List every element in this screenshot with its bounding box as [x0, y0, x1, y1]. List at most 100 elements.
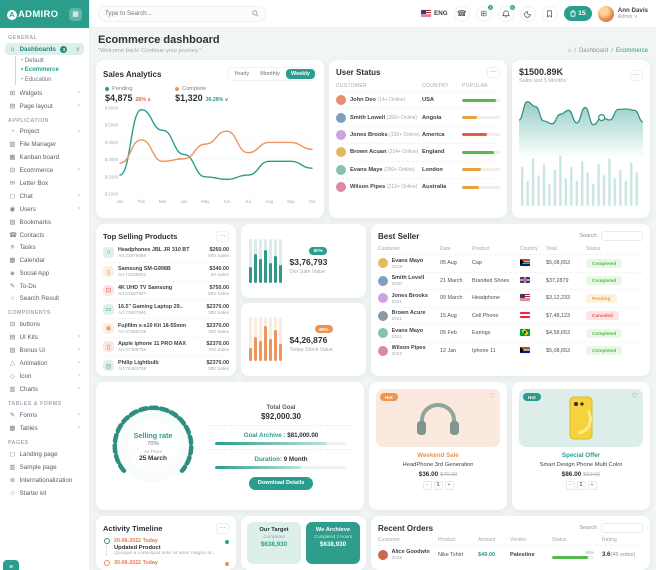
sidebar-item-forms[interactable]: ✎ Forms › — [5, 409, 84, 422]
sidebar-item-label: Tables — [19, 424, 38, 432]
goal-archive-bar — [214, 441, 348, 445]
sidebar-item-chat[interactable]: ◻ Chat › — [5, 190, 84, 203]
tab-yearly[interactable]: Yearly — [233, 71, 250, 77]
sidebar-item-bookmarks[interactable]: ▧ Bookmarks — [5, 216, 84, 229]
breadcrumb-dashboard[interactable]: Dashboard — [578, 48, 609, 54]
sidebar-item-charts[interactable]: ▥ Charts › — [5, 383, 84, 396]
pending-delta: 26% ∧ — [135, 97, 152, 103]
bar-fill — [258, 341, 262, 362]
sidebar-item-sample-page[interactable]: ▥ Sample page — [5, 461, 84, 474]
tab-monthly[interactable]: Monthly — [260, 71, 280, 77]
sidebar-item-icon[interactable]: ◇ Icon › — [5, 370, 84, 383]
sidebar-item-letter-box[interactable]: ✉ Letter Box — [5, 177, 84, 190]
bar-fill — [258, 258, 262, 283]
sidebar-item-bonus-ui[interactable]: ▧ Bonus Ui › — [5, 344, 84, 357]
heart-icon[interactable]: ♡ — [631, 393, 638, 400]
column-header: Customer — [378, 537, 401, 543]
status-bar-fill — [552, 555, 588, 559]
apps-icon[interactable]: ⊞ 3 — [475, 3, 495, 22]
heart-icon[interactable]: ♡ — [488, 393, 495, 400]
product-art: Art.23879088 — [118, 253, 147, 259]
our-target-sub: Completed — [263, 534, 285, 539]
column-header: CUSTOMER — [336, 83, 367, 89]
language-selector[interactable]: ENG — [421, 10, 448, 17]
bookmark-icon[interactable] — [541, 5, 558, 22]
cart-pill[interactable]: 15 — [563, 6, 592, 21]
sidebar-item-animation[interactable]: △ Animation › — [5, 357, 84, 370]
plus-button[interactable]: + — [587, 481, 597, 490]
avatar — [378, 310, 388, 321]
brand-logo[interactable]: A ADMIRO — [7, 9, 58, 20]
sidebar-subitem-ecommerce[interactable]: Ecommerce — [21, 66, 84, 76]
user-status-menu-button[interactable]: ⋯ — [487, 67, 500, 78]
column-header: POPULAR — [462, 83, 488, 89]
moon-icon[interactable] — [519, 5, 536, 22]
download-details-button[interactable]: Download Details — [248, 476, 314, 490]
bar-fill — [268, 339, 272, 362]
sidebar-toggle-icon[interactable]: ▦ — [69, 7, 82, 21]
sidebar-item-label: Social App — [19, 269, 50, 277]
home-icon[interactable]: ⌂ — [567, 48, 572, 54]
contacts-icon: ☎ — [9, 232, 18, 240]
best-seller-search-input[interactable] — [601, 231, 643, 241]
minus-button[interactable]: - — [422, 481, 432, 490]
product-old-price: $60.00 — [583, 471, 601, 478]
sidebar-item-file-manager[interactable]: ▥ File Manager — [5, 138, 84, 151]
svg-text:May: May — [201, 199, 210, 204]
user-menu[interactable]: Ann Davis Admin ∨ — [597, 5, 648, 22]
sidebar-section-label: PAGES — [8, 439, 29, 446]
top-selling-menu-button[interactable]: ⋯ — [216, 231, 229, 242]
us-flag-icon — [421, 10, 432, 17]
bulb-icon: ◎ — [103, 360, 114, 372]
country-cell — [520, 329, 546, 338]
sidebar-item-internationalization[interactable]: ⊕ Internationalization — [5, 474, 84, 487]
sidebar-item-starter-kit[interactable]: ☆ Starter kit — [5, 487, 84, 500]
sidebar-item-calendar[interactable]: ▦ Calendar — [5, 254, 84, 267]
sidebar-item-dashboards[interactable]: ⌂ Dashboards 3 ∨ — [5, 43, 84, 55]
search-result-icon: ○ — [10, 295, 15, 303]
svg-text:$ 6000: $ 6000 — [105, 106, 119, 111]
search-box[interactable] — [98, 5, 266, 22]
phone-icon: ▯ — [103, 266, 114, 278]
chevron-icon: › — [78, 167, 80, 174]
product-info: Headphones JBL JR 310 BT Art.23879088 — [118, 247, 204, 258]
minus-button[interactable]: - — [565, 481, 575, 490]
sidebar-item-landing-page[interactable]: ◻ Landing page — [5, 448, 84, 461]
popular-bar-fill — [462, 150, 495, 154]
sidebar-item-tasks[interactable]: ≡ Tasks — [5, 242, 84, 254]
bell-icon[interactable]: 6 — [497, 3, 517, 22]
sales-5m-menu-button[interactable]: ⋯ — [630, 70, 643, 81]
recent-orders-search-input[interactable] — [601, 523, 643, 533]
bar-track — [253, 238, 257, 283]
country-cell — [520, 346, 546, 356]
sidebar-item-search-result[interactable]: ○ Search Result — [5, 293, 84, 305]
sidebar-subitem-education[interactable]: Education — [21, 75, 84, 85]
activity-menu-button[interactable]: ⋯ — [216, 523, 229, 534]
sidebar-item-page-layout[interactable]: ▤ Page layout › — [5, 100, 84, 113]
phone-icon[interactable]: ☎ — [453, 5, 470, 22]
sidebar-item-label: Bookmarks — [19, 218, 52, 226]
search-input[interactable] — [105, 10, 248, 17]
weekend-sale-label: Weekend Sale — [417, 452, 459, 459]
sidebar-item-buttons[interactable]: ⊟ buttons — [5, 318, 84, 331]
kanban-board-icon: ▦ — [9, 154, 16, 162]
sidebar-item-ui-kits[interactable]: ▤ UI Kits › — [5, 331, 84, 344]
sidebar-item-social-app[interactable]: ◈ Social App — [5, 267, 84, 280]
sidebar-item-kanban-board[interactable]: ▦ Kanban board — [5, 151, 84, 164]
sidebar-item-contacts[interactable]: ☎ Contacts — [5, 229, 84, 242]
plus-button[interactable]: + — [444, 481, 454, 490]
column-header: Total — [546, 246, 557, 252]
sidebar-item-tables[interactable]: ▦ Tables › — [5, 422, 84, 435]
bar-fill — [273, 256, 277, 283]
sidebar-item-ecommerce[interactable]: ⊟ Ecommerce › — [5, 164, 84, 177]
sidebar-pinned-button[interactable]: ≡ — [3, 560, 19, 570]
sidebar-item-widgets[interactable]: ⊞ Widgets › — [5, 87, 84, 100]
sidebar-item-to-do[interactable]: ✎ To-Do — [5, 280, 84, 293]
sidebar-subitem-default[interactable]: Default — [21, 56, 84, 66]
sidebar-item-project[interactable]: ◔ Project › — [5, 126, 84, 138]
landing-page-icon: ◻ — [9, 451, 16, 459]
product-art: Art.74383789 — [118, 366, 147, 372]
sidebar-item-users[interactable]: ◉ Users › — [5, 203, 84, 216]
tab-weekly[interactable]: Weekly — [285, 69, 315, 79]
sales-5m-subtitle: Sales last 5 Months — [519, 78, 567, 84]
